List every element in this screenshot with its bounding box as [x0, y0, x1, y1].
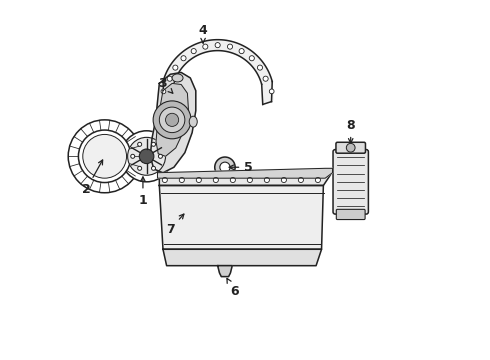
Text: 5: 5 — [229, 161, 253, 174]
Circle shape — [158, 154, 163, 158]
Circle shape — [159, 107, 185, 132]
Text: 4: 4 — [199, 24, 207, 43]
Circle shape — [316, 177, 320, 183]
Circle shape — [247, 177, 252, 183]
Polygon shape — [150, 72, 196, 173]
Circle shape — [167, 76, 172, 81]
FancyBboxPatch shape — [336, 210, 365, 220]
FancyBboxPatch shape — [333, 149, 368, 214]
Text: 6: 6 — [227, 278, 238, 298]
Circle shape — [263, 76, 268, 81]
Circle shape — [213, 177, 219, 183]
Text: 8: 8 — [346, 119, 355, 143]
Circle shape — [68, 120, 141, 193]
Circle shape — [131, 154, 135, 158]
Circle shape — [230, 177, 235, 183]
Text: 3: 3 — [159, 77, 173, 93]
Text: 1: 1 — [139, 177, 147, 207]
Circle shape — [78, 130, 131, 183]
Ellipse shape — [189, 116, 197, 127]
Polygon shape — [156, 84, 189, 156]
Circle shape — [281, 177, 287, 183]
Circle shape — [83, 134, 126, 178]
Circle shape — [121, 131, 172, 182]
Circle shape — [191, 49, 196, 54]
Circle shape — [151, 166, 155, 170]
Circle shape — [264, 177, 270, 183]
Circle shape — [151, 142, 155, 146]
Circle shape — [138, 142, 142, 146]
Circle shape — [139, 149, 154, 163]
Circle shape — [257, 65, 263, 70]
Circle shape — [346, 143, 355, 152]
FancyBboxPatch shape — [336, 142, 366, 153]
Text: 7: 7 — [166, 214, 184, 236]
Polygon shape — [163, 249, 321, 266]
Circle shape — [215, 157, 235, 177]
Circle shape — [138, 166, 142, 170]
Circle shape — [127, 138, 166, 175]
Circle shape — [181, 56, 186, 61]
Circle shape — [173, 65, 178, 70]
Circle shape — [270, 89, 274, 94]
Polygon shape — [159, 185, 323, 249]
Circle shape — [220, 162, 230, 172]
Circle shape — [153, 101, 191, 139]
Circle shape — [203, 44, 208, 49]
Polygon shape — [159, 175, 331, 185]
Circle shape — [161, 89, 166, 94]
Polygon shape — [218, 266, 232, 276]
Circle shape — [239, 49, 244, 54]
Circle shape — [298, 177, 303, 183]
Polygon shape — [162, 40, 273, 103]
Circle shape — [227, 44, 233, 49]
Circle shape — [196, 177, 201, 183]
Circle shape — [162, 177, 168, 183]
Circle shape — [215, 42, 220, 48]
Text: 2: 2 — [82, 160, 102, 195]
Ellipse shape — [172, 74, 183, 82]
Circle shape — [249, 56, 254, 61]
Polygon shape — [157, 168, 333, 178]
Circle shape — [166, 113, 179, 126]
Circle shape — [179, 177, 184, 183]
